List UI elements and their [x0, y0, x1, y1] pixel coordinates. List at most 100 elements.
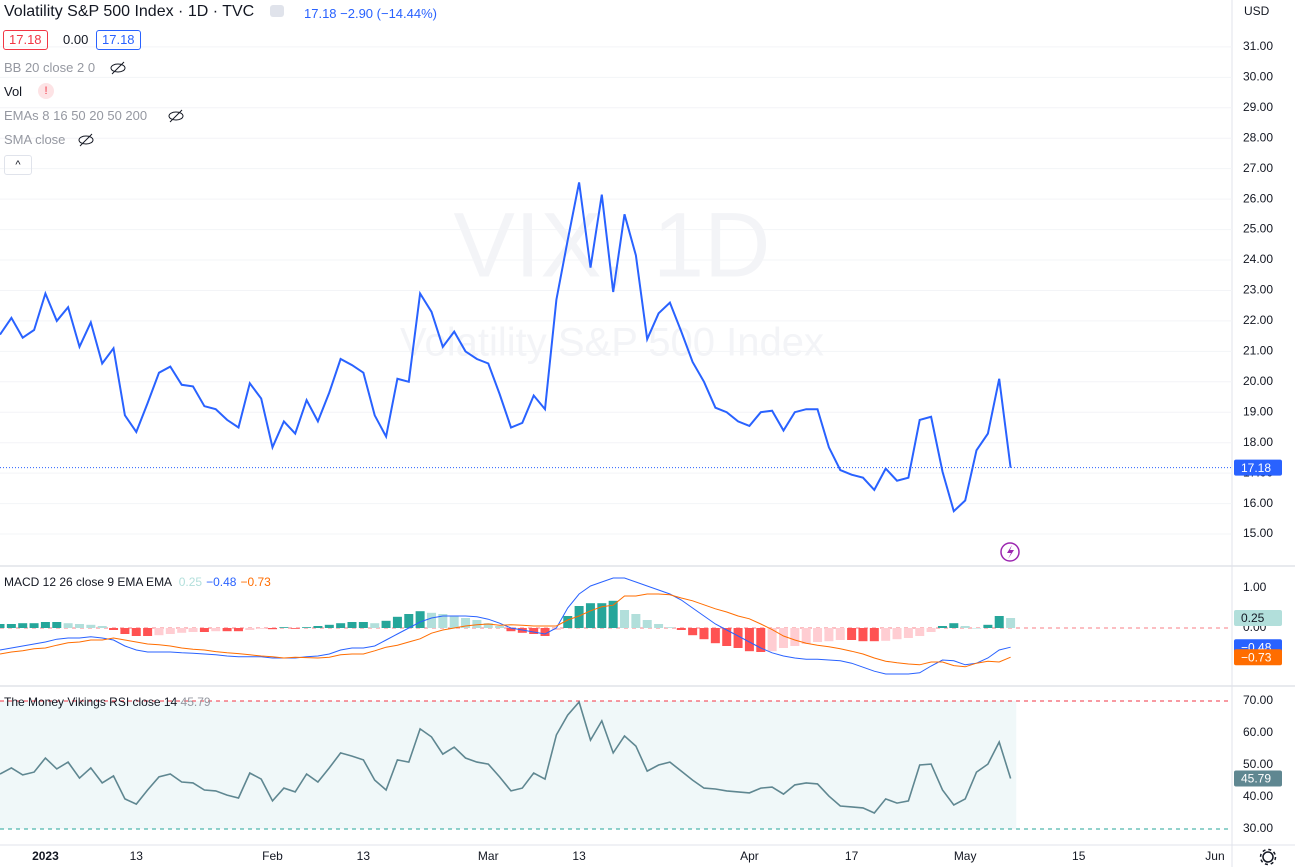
- macd-value: −0.73: [240, 575, 271, 589]
- y-tick-label: 31.00: [1243, 39, 1273, 53]
- histogram-bar: [847, 628, 857, 640]
- histogram-bar: [52, 622, 62, 628]
- y-tick-label: 20.00: [1243, 374, 1273, 388]
- collapse-button[interactable]: ^: [4, 155, 32, 175]
- y-tick-label: 30.00: [1243, 70, 1273, 84]
- rsi-tag-bg: [1234, 770, 1282, 787]
- watermark-name: Volatility S&P 500 Index: [400, 321, 824, 365]
- y-tick-label: 28.00: [1243, 130, 1273, 144]
- macd-legend: MACD 12 26 close 9 EMA EMA 0.25 −0.48 −0.7…: [4, 573, 271, 591]
- histogram-bar: [756, 628, 766, 652]
- histogram-bar: [881, 628, 891, 641]
- histogram-bar: [722, 628, 732, 646]
- y-tick-label: 29.00: [1243, 100, 1273, 114]
- macd-value: 0.25: [178, 575, 203, 589]
- x-tick-label: Mar: [478, 849, 499, 863]
- macd-value: −0.48: [206, 575, 237, 589]
- currency-label[interactable]: USD: [1244, 4, 1270, 18]
- histogram-bar: [642, 620, 652, 628]
- error-icon[interactable]: !: [38, 83, 54, 99]
- histogram-bar: [608, 600, 618, 628]
- alert-icon[interactable]: [1000, 542, 1020, 562]
- y-tick-label: 19.00: [1243, 404, 1273, 418]
- rsi-title: The Money Vikings RSI close 14: [4, 695, 178, 709]
- hidden-eye-icon[interactable]: [78, 133, 94, 152]
- x-tick-label: 17: [845, 849, 859, 863]
- histogram-bar: [790, 628, 800, 646]
- rsi-line: [0, 700, 1012, 814]
- macd-line: [0, 593, 1011, 668]
- x-tick-label: 13: [357, 849, 371, 863]
- y-tick-label: 25.00: [1243, 222, 1273, 236]
- y-tick-label: 70.00: [1243, 693, 1273, 707]
- histogram-bar: [392, 616, 402, 628]
- histogram-bar: [915, 628, 925, 636]
- histogram-bar: [676, 628, 686, 630]
- last-price-tag-bg: [1234, 459, 1282, 476]
- macd-line: [0, 577, 1011, 675]
- macd-values: 0.25 −0.48 −0.73: [175, 575, 271, 589]
- histogram-bar: [211, 628, 221, 632]
- indicator-legend: Vol: [4, 84, 23, 99]
- histogram-bar: [903, 628, 913, 638]
- histogram-bar: [381, 620, 391, 628]
- histogram-bar: [74, 624, 84, 628]
- histogram-bar: [869, 628, 879, 642]
- histogram-bar: [279, 627, 289, 628]
- histogram-bar: [733, 628, 743, 648]
- histogram-bar: [0, 624, 5, 628]
- histogram-bar: [926, 628, 936, 632]
- histogram-bar: [6, 624, 16, 628]
- histogram-bar: [199, 628, 209, 632]
- y-tick-label: 18.00: [1243, 435, 1273, 449]
- price-change: 17.18 −2.90 (−14.44%): [304, 6, 437, 21]
- y-tick-label: 23.00: [1243, 283, 1273, 297]
- hidden-eye-icon[interactable]: [110, 61, 126, 80]
- histogram-bar: [18, 623, 28, 628]
- x-tick-label: 13: [130, 849, 144, 863]
- histogram-bar: [710, 628, 720, 644]
- macd-tag: −0.73: [1241, 650, 1272, 664]
- histogram-bar: [461, 618, 471, 628]
- histogram-bar: [699, 628, 709, 640]
- histogram-bar: [120, 628, 130, 634]
- histogram-bar: [858, 628, 868, 642]
- histogram-bar: [654, 624, 664, 628]
- histogram-bar: [245, 628, 255, 630]
- hidden-eye-icon[interactable]: [168, 109, 184, 128]
- histogram-bar: [551, 628, 561, 630]
- x-tick-label: 13: [572, 849, 586, 863]
- histogram-bar: [29, 623, 39, 628]
- x-tick-label: Jun: [1205, 849, 1224, 863]
- x-tick-label: Apr: [740, 849, 759, 863]
- bid-box: 17.18: [3, 30, 48, 50]
- y-tick-label: 50.00: [1243, 757, 1273, 771]
- y-tick-label: 1.00: [1243, 580, 1267, 594]
- histogram-bar: [324, 624, 334, 628]
- histogram-bar: [177, 628, 187, 633]
- histogram-bar: [597, 603, 607, 628]
- y-tick-label: 27.00: [1243, 161, 1273, 175]
- histogram-bar: [767, 628, 777, 652]
- histogram-bar: [165, 628, 175, 634]
- histogram-bar: [233, 628, 243, 632]
- histogram-bar: [495, 626, 505, 628]
- y-tick-label: 60.00: [1243, 725, 1273, 739]
- y-tick-label: 21.00: [1243, 344, 1273, 358]
- histogram-bar: [688, 628, 698, 636]
- histogram-bar: [529, 628, 539, 634]
- histogram-bar: [892, 628, 902, 640]
- histogram-bar: [483, 623, 493, 628]
- settings-icon[interactable]: [1259, 848, 1277, 866]
- rsi-band: [0, 701, 1017, 830]
- histogram-bar: [449, 616, 459, 628]
- collapse-dot[interactable]: [270, 5, 284, 17]
- histogram-bar: [109, 628, 119, 630]
- y-tick-label: 30.00: [1243, 821, 1273, 835]
- histogram-bar: [972, 628, 982, 629]
- symbol-title: Volatility S&P 500 Index · 1D · TVC: [4, 3, 255, 20]
- x-tick-label: 2023: [32, 849, 59, 863]
- rsi-value: 45.79: [180, 695, 211, 709]
